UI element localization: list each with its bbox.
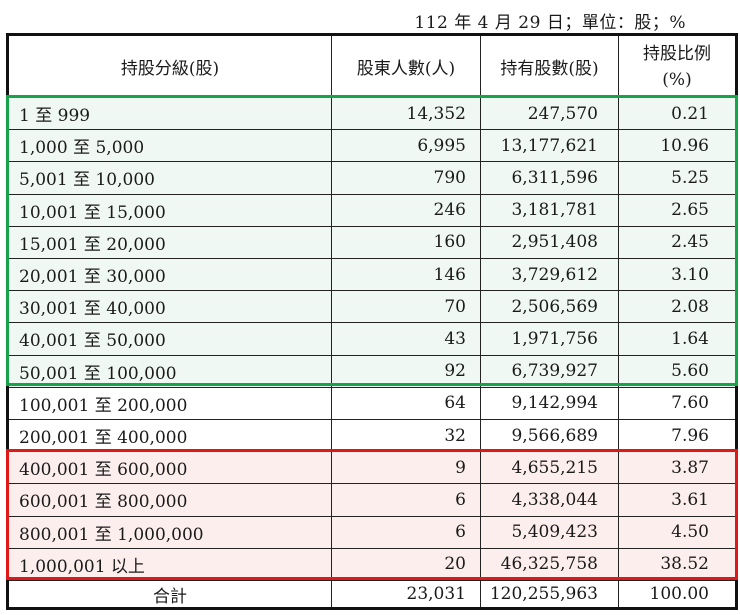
cell-tier: 10,001 至 15,000	[9, 194, 332, 226]
table-row: 1 至 999 14,352 247,570 0.21	[9, 98, 735, 131]
table-row: 1,000 至 5,000 6,995 13,177,621 10.96	[9, 130, 735, 163]
cell-ratio: 7.96	[671, 425, 709, 446]
cell-ratio: 2.08	[671, 296, 709, 317]
cell-ratio: 2.65	[671, 200, 709, 221]
cell-tier: 5,001 至 10,000	[9, 162, 332, 194]
header-shares: 持有股數(股)	[481, 36, 619, 97]
cell-tier: 200,001 至 400,000	[9, 420, 332, 452]
header-ratio-line2: (%)	[662, 69, 692, 90]
table-row: 10,001 至 15,000 246 3,181,781 2.65	[9, 194, 735, 227]
cell-shares: 6,311,596	[481, 162, 619, 194]
cell-tier: 100,001 至 200,000	[9, 387, 332, 419]
cell-tier: 15,001 至 20,000	[9, 226, 332, 258]
cell-shares: 2,951,408	[481, 226, 619, 258]
cell-holders: 32	[332, 420, 481, 452]
cell-ratio: 38.52	[660, 554, 709, 575]
cell-holders: 20	[332, 548, 481, 580]
cell-holders: 246	[332, 194, 481, 226]
cell-holders: 70	[332, 291, 481, 323]
cell-holders: 14,352	[332, 98, 481, 130]
cell-tier: 20,001 至 30,000	[9, 259, 332, 291]
total-ratio: 100.00	[649, 584, 709, 604]
cell-tier: 600,001 至 800,000	[9, 484, 332, 516]
cell-shares: 46,325,758	[481, 548, 619, 580]
cell-shares: 13,177,621	[481, 130, 619, 162]
cell-shares: 5,409,423	[481, 516, 619, 548]
cell-holders: 146	[332, 259, 481, 291]
cell-shares: 3,181,781	[481, 194, 619, 226]
table-row: 800,001 至 1,000,000 6 5,409,423 4.50	[9, 516, 735, 549]
table-total-row: 合計 23,031 120,255,963 100.00	[9, 581, 735, 607]
cell-shares: 6,739,927	[481, 355, 619, 387]
header-holders: 股東人數(人)	[332, 36, 481, 97]
cell-holders: 64	[332, 387, 481, 419]
cell-ratio: 1.64	[671, 328, 709, 349]
table-row: 600,001 至 800,000 6 4,338,044 3.61	[9, 484, 735, 517]
cell-shares: 9,142,994	[481, 387, 619, 419]
table-row: 15,001 至 20,000 160 2,951,408 2.45	[9, 226, 735, 259]
cell-tier: 40,001 至 50,000	[9, 323, 332, 355]
cell-ratio: 3.61	[671, 489, 709, 510]
cell-holders: 6	[332, 516, 481, 548]
cell-ratio: 3.10	[671, 264, 709, 285]
shareholding-distribution-table: 持股分級(股) 股東人數(人) 持有股數(股) 持股比例 (%) 1 至 999…	[6, 33, 738, 610]
cell-holders: 6	[332, 484, 481, 516]
cell-shares: 4,338,044	[481, 484, 619, 516]
total-shares: 120,255,963	[481, 581, 619, 607]
cell-shares: 1,971,756	[481, 323, 619, 355]
cell-shares: 9,566,689	[481, 420, 619, 452]
table-row: 1,000,001 以上 20 46,325,758 38.52	[9, 548, 735, 581]
table-row: 30,001 至 40,000 70 2,506,569 2.08	[9, 291, 735, 324]
cell-tier: 400,001 至 600,000	[9, 452, 332, 484]
table-row: 400,001 至 600,000 9 4,655,215 3.87	[9, 452, 735, 485]
cell-tier: 1 至 999	[9, 98, 332, 130]
cell-holders: 43	[332, 323, 481, 355]
cell-shares: 2,506,569	[481, 291, 619, 323]
table-row: 20,001 至 30,000 146 3,729,612 3.10	[9, 259, 735, 292]
total-label: 合計	[9, 581, 332, 607]
cell-tier: 800,001 至 1,000,000	[9, 516, 332, 548]
total-holders: 23,031	[332, 581, 481, 607]
cell-ratio: 2.45	[671, 232, 709, 253]
table-row: 200,001 至 400,000 32 9,566,689 7.96	[9, 420, 735, 453]
cell-holders: 9	[332, 452, 481, 484]
cell-ratio: 5.25	[671, 167, 709, 188]
cell-shares: 4,655,215	[481, 452, 619, 484]
cell-ratio: 4.50	[671, 522, 709, 543]
table-row: 40,001 至 50,000 43 1,971,756 1.64	[9, 323, 735, 356]
cell-tier: 30,001 至 40,000	[9, 291, 332, 323]
cell-shares: 3,729,612	[481, 259, 619, 291]
table-row: 5,001 至 10,000 790 6,311,596 5.25	[9, 162, 735, 195]
table-row: 50,001 至 100,000 92 6,739,927 5.60	[9, 355, 735, 388]
table-header-row: 持股分級(股) 股東人數(人) 持有股數(股) 持股比例 (%)	[9, 36, 735, 98]
cell-ratio: 7.60	[671, 393, 709, 414]
cell-holders: 92	[332, 355, 481, 387]
cell-holders: 160	[332, 226, 481, 258]
cell-ratio: 5.60	[671, 361, 709, 382]
cell-tier: 1,000,001 以上	[9, 548, 332, 580]
cell-tier: 50,001 至 100,000	[9, 355, 332, 387]
table-row: 100,001 至 200,000 64 9,142,994 7.60	[9, 387, 735, 420]
header-ratio: 持股比例 (%)	[619, 36, 735, 97]
cell-shares: 247,570	[481, 98, 619, 130]
cell-ratio: 0.21	[671, 103, 709, 124]
header-ratio-line1: 持股比例	[643, 43, 711, 64]
header-tier: 持股分級(股)	[9, 36, 332, 97]
cell-holders: 6,995	[332, 130, 481, 162]
cell-holders: 790	[332, 162, 481, 194]
cell-ratio: 3.87	[671, 457, 709, 478]
table-caption: 112 年 4 月 29 日；單位：股；%	[414, 13, 686, 33]
cell-ratio: 10.96	[660, 135, 709, 156]
cell-tier: 1,000 至 5,000	[9, 130, 332, 162]
